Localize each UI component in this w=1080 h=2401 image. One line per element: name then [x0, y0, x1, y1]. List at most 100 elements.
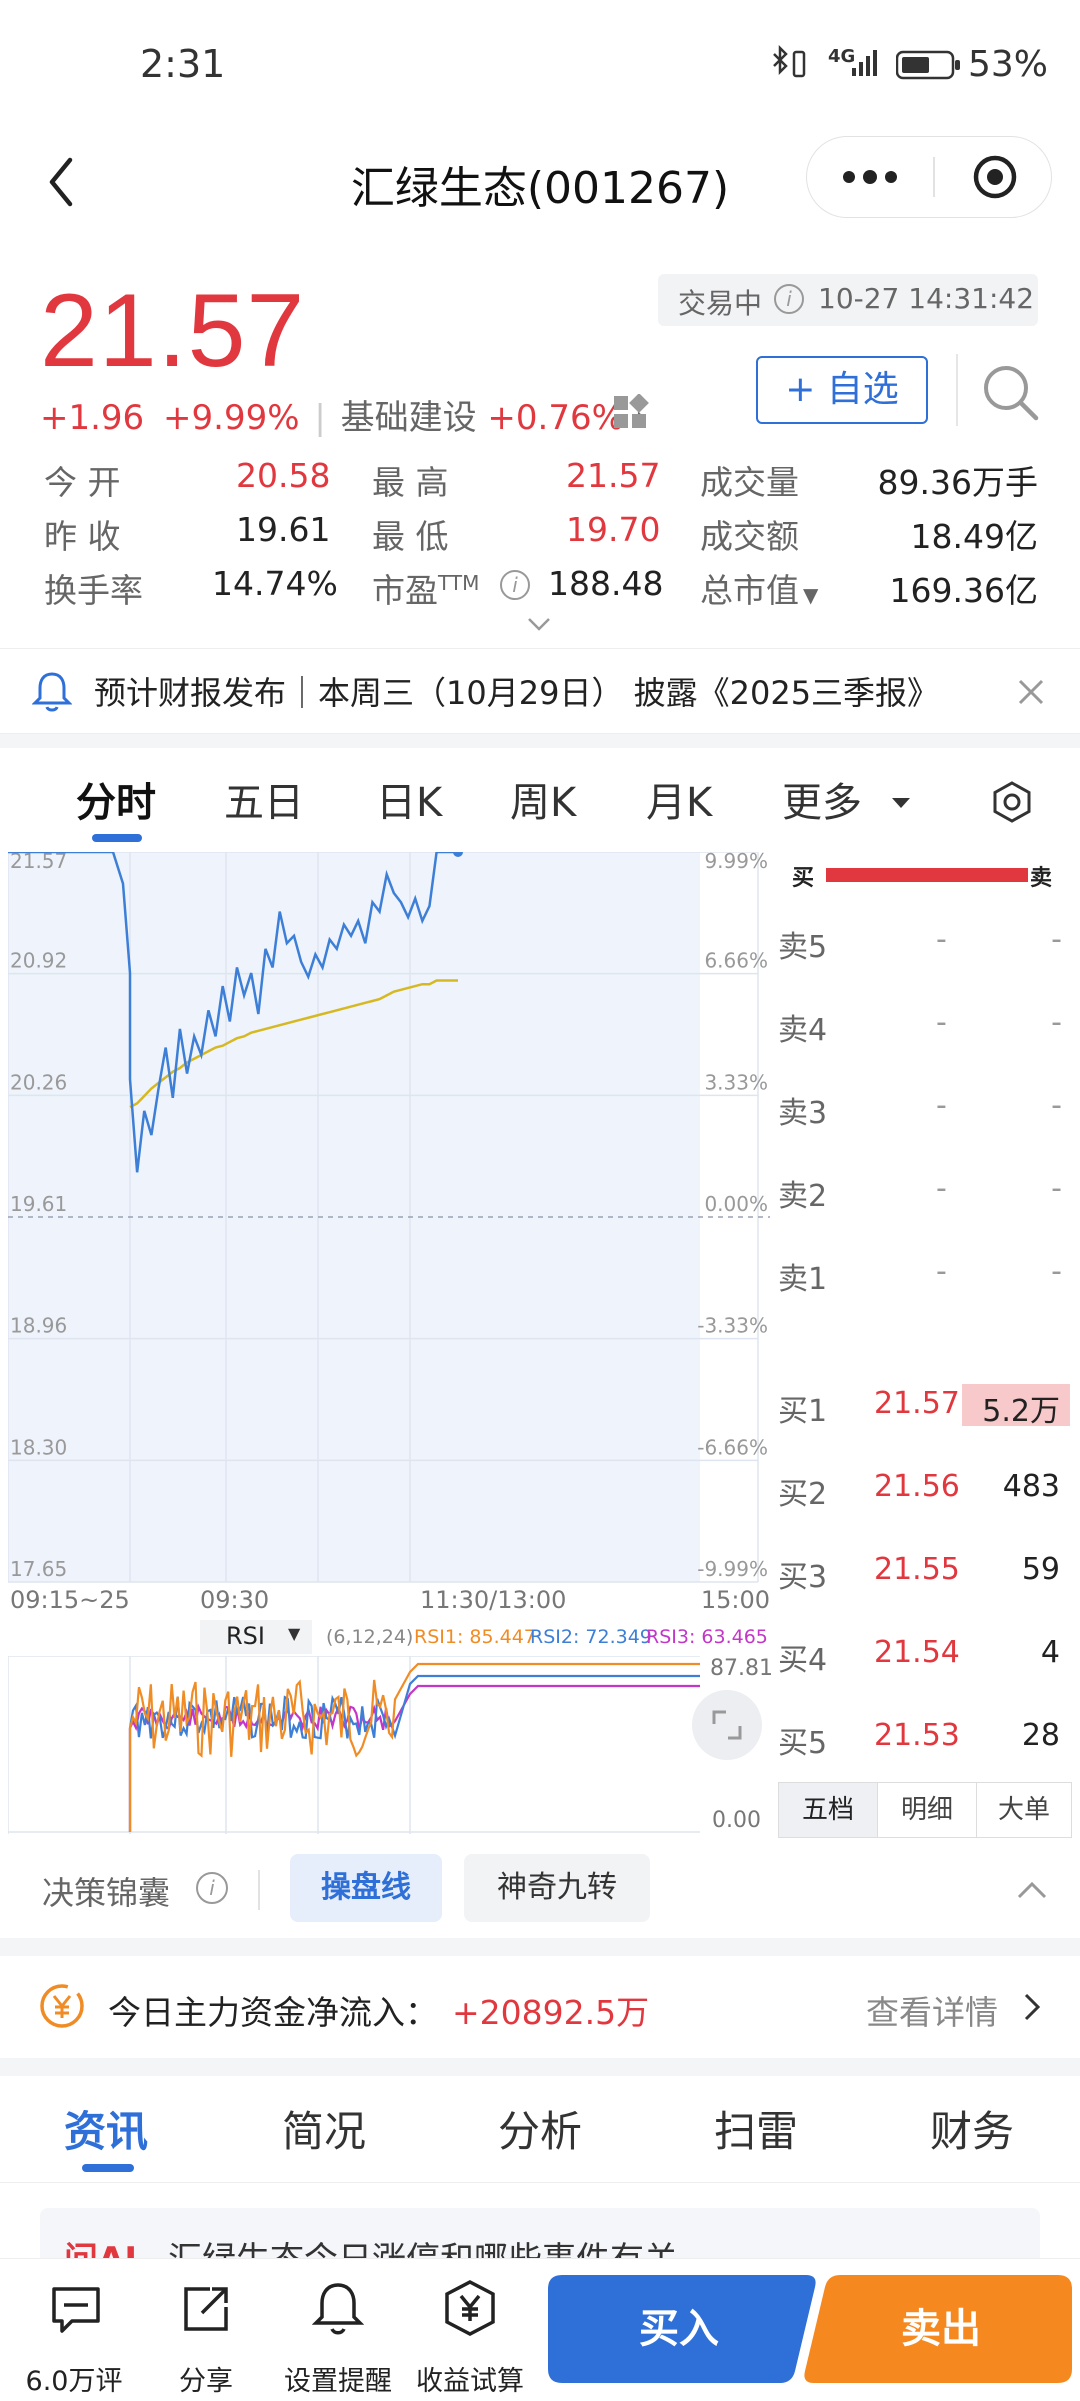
y-tick-left: 21.57	[10, 852, 67, 873]
details-link[interactable]: 查看详情	[866, 1993, 998, 2032]
close-icon[interactable]	[1016, 677, 1046, 707]
expand-chevron-icon[interactable]	[526, 616, 552, 632]
comments-button[interactable]: 6.0万评	[8, 2259, 140, 2401]
chevron-right-icon	[1024, 1993, 1041, 2021]
y-tick-left: 17.65	[10, 1557, 67, 1581]
dropdown-icon: ▼	[803, 583, 819, 607]
price-series-line	[8, 852, 458, 1173]
close-target-icon[interactable]	[971, 153, 1019, 201]
tab-five-day[interactable]: 五日	[224, 780, 304, 826]
ask-row[interactable]: 卖4- -	[778, 1005, 1062, 1048]
tab-analysis[interactable]: 分析	[498, 2107, 583, 2156]
page-title: 汇绿生态(001267)	[350, 163, 730, 214]
y-tick-right: 0.00%	[704, 1192, 768, 1216]
caret-down-icon	[892, 798, 910, 808]
more-icon[interactable]	[843, 169, 897, 185]
x-axis: 09:15~25 09:30 11:30/13:00 15:00	[10, 1586, 770, 1616]
high-value: 21.57	[566, 456, 661, 495]
banner-text: 预计财报发布｜本周三（10月29日） 披露《2025三季报》	[94, 674, 940, 712]
dropdown-icon[interactable]: ▼	[288, 1624, 301, 1643]
trade-buttons	[548, 2275, 1072, 2383]
info-icon[interactable]: i	[774, 284, 804, 314]
sell-button[interactable]: 卖出	[901, 2306, 981, 2352]
settings-hex-icon[interactable]	[990, 780, 1034, 824]
amount-label: 成交额	[700, 517, 799, 556]
bluetooth-signal-icon	[773, 44, 877, 78]
tab-more[interactable]: 更多	[782, 780, 862, 826]
tab-big-orders[interactable]: 大单	[976, 1782, 1072, 1838]
back-icon[interactable]	[42, 154, 82, 210]
tab-daily-k[interactable]: 日K	[376, 780, 443, 826]
profit-calc-button[interactable]: 收益试算	[404, 2259, 536, 2401]
pe-label: 市盈TTM	[372, 571, 480, 610]
share-button[interactable]: 分享	[140, 2259, 272, 2401]
share-icon	[184, 2287, 228, 2331]
tab-detail[interactable]: 明细	[877, 1782, 977, 1838]
chip-trading-line[interactable]: 操盘线	[290, 1854, 442, 1922]
bid-row[interactable]: 买1 21.57 5.2万	[778, 1378, 1070, 1438]
earnings-banner[interactable]: 预计财报发布｜本周三（10月29日） 披露《2025三季报》	[0, 648, 1080, 734]
prev-close-label: 昨 收	[44, 517, 121, 556]
rsi2-value: RSI2: 72.349	[530, 1626, 652, 1648]
y-tick-right: -9.99%	[697, 1557, 768, 1581]
tab-monthly-k[interactable]: 月K	[646, 780, 713, 826]
rsi-params: (6,12,24)	[326, 1626, 414, 1648]
tab-finance[interactable]: 财务	[930, 2107, 1015, 2156]
bid-row[interactable]: 买4 21.54 4	[778, 1635, 1060, 1678]
collapse-chevron-icon[interactable]	[1016, 1880, 1048, 1900]
tab-risk-scan[interactable]: 扫雷	[714, 2107, 799, 2156]
mcap-label[interactable]: 总市值 ▼	[700, 571, 819, 610]
pe-info-icon[interactable]: i	[500, 570, 530, 600]
prev-close-value: 19.61	[236, 510, 331, 549]
trade-status: 交易中	[678, 287, 763, 320]
y-tick-left: 20.92	[10, 949, 67, 973]
buy-button[interactable]: 买入	[639, 2306, 719, 2352]
rsi-chart[interactable]	[8, 1656, 770, 1834]
info-icon[interactable]: i	[196, 1872, 228, 1904]
set-alert-button[interactable]: 设置提醒	[272, 2259, 404, 2401]
share-label: 分享	[179, 2366, 233, 2397]
chip-magic-nine[interactable]: 神奇九转	[464, 1854, 650, 1922]
y-tick-right: 3.33%	[704, 1070, 768, 1094]
bell-icon	[32, 672, 72, 712]
search-icon[interactable]	[980, 362, 1042, 424]
add-watchlist-button[interactable]: + 自选	[756, 356, 928, 424]
price-change: +1.96	[40, 398, 145, 438]
tab-profile[interactable]: 简况	[282, 2107, 367, 2156]
ai-question-card[interactable]: 问AI 汇绿生态今日涨停和哪些事件有关	[40, 2208, 1040, 2258]
buy-sell-ratio-bar: 买 卖	[784, 858, 1074, 892]
calc-label: 收益试算	[416, 2366, 524, 2397]
y-tick-right: 6.66%	[704, 949, 768, 973]
sector-name[interactable]: 基础建设	[340, 398, 477, 438]
tab-indicator	[92, 834, 142, 842]
rsi-label[interactable]: RSI	[226, 1622, 265, 1650]
change-row: +1.96 +9.99% | 基础建设 +0.76% ›	[40, 390, 648, 439]
trade-status-box: 交易中 i 10-27 14:31:42	[658, 274, 1038, 326]
capital-flow-row[interactable]: 今日主力资金净流入： +20892.5万 查看详情	[0, 1956, 1080, 2056]
ask-row[interactable]: 卖1- -	[778, 1254, 1062, 1297]
last-price-dot	[453, 852, 463, 857]
ask-row[interactable]: 卖5- -	[778, 922, 1062, 965]
tab-news[interactable]: 资讯	[64, 2107, 149, 2156]
intraday-chart[interactable]: 21.57 20.92 20.26 19.61 18.96 18.30 17.65 9.99…	[8, 852, 770, 1590]
y-tick-right: -6.66%	[697, 1435, 768, 1459]
bid-row[interactable]: 买2 21.56 483	[778, 1469, 1060, 1512]
bid-row[interactable]: 买3 21.55 59	[778, 1552, 1060, 1595]
ask-row[interactable]: 卖2- -	[778, 1171, 1062, 1214]
rsi1-line	[128, 1662, 700, 1832]
tab-five-level[interactable]: 五档	[778, 1782, 878, 1838]
pe-superscript: TTM	[438, 571, 480, 595]
network-label: 4G	[828, 46, 856, 67]
rsi-bottom: 0.00	[712, 1808, 761, 1833]
bid-row[interactable]: 买5 21.53 28	[778, 1718, 1060, 1761]
amount-value: 18.49亿	[910, 517, 1038, 556]
ask-row[interactable]: 卖3- -	[778, 1088, 1062, 1131]
open-label: 今 开	[44, 463, 121, 502]
tab-weekly-k[interactable]: 周K	[510, 780, 577, 826]
sector-change-pct[interactable]: +0.76%	[487, 398, 624, 438]
ratio-bar	[826, 868, 1028, 882]
status-time: 2:31	[140, 42, 226, 86]
grid-apps-icon[interactable]	[612, 394, 650, 432]
tab-intraday[interactable]: 分时	[76, 780, 156, 826]
fullscreen-button[interactable]	[692, 1690, 762, 1760]
